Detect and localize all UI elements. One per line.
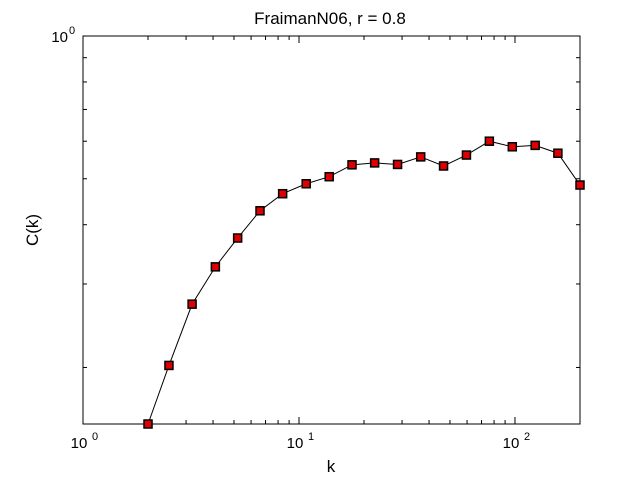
data-point-marker — [301, 179, 311, 189]
data-point-marker — [187, 299, 197, 309]
data-point-marker — [530, 140, 540, 151]
data-point-marker — [507, 142, 518, 152]
data-point-marker — [324, 171, 334, 182]
y-tick-label: 10 — [51, 29, 68, 46]
x-tick-exponent: 2 — [524, 431, 530, 443]
plot-area — [82, 35, 581, 425]
data-point-marker — [461, 150, 472, 160]
series-layer — [143, 136, 585, 429]
data-point-marker — [232, 233, 243, 243]
data-point-marker — [347, 160, 357, 170]
data-point-marker — [484, 136, 495, 146]
x-tick-labels: 10 0 10 1 10 2 — [71, 431, 530, 452]
chart-title: FraimanN06, r = 0.8 — [254, 9, 406, 28]
data-point-marker — [438, 161, 449, 171]
x-tick-label: 10 — [503, 435, 520, 452]
data-point-marker — [210, 262, 221, 272]
data-point-marker — [415, 152, 426, 162]
data-point-marker — [392, 159, 403, 170]
y-axis-label: C(k) — [23, 214, 42, 246]
data-point-marker — [553, 148, 563, 158]
data-point-marker — [164, 360, 174, 371]
x-tick-label: 10 — [287, 435, 304, 452]
data-point-marker — [277, 188, 288, 199]
data-point-marker — [143, 419, 153, 429]
x-tick-exponent: 0 — [92, 431, 98, 443]
data-point-marker — [369, 158, 380, 168]
data-point-marker — [575, 180, 585, 190]
x-tick-label: 10 — [71, 435, 88, 452]
x-tick-exponent: 1 — [308, 431, 314, 443]
x-axis-label: k — [327, 457, 336, 476]
data-point-marker — [255, 206, 265, 216]
y-tick-labels: 10 0 — [51, 25, 75, 46]
y-tick-exponent: 0 — [69, 25, 75, 37]
